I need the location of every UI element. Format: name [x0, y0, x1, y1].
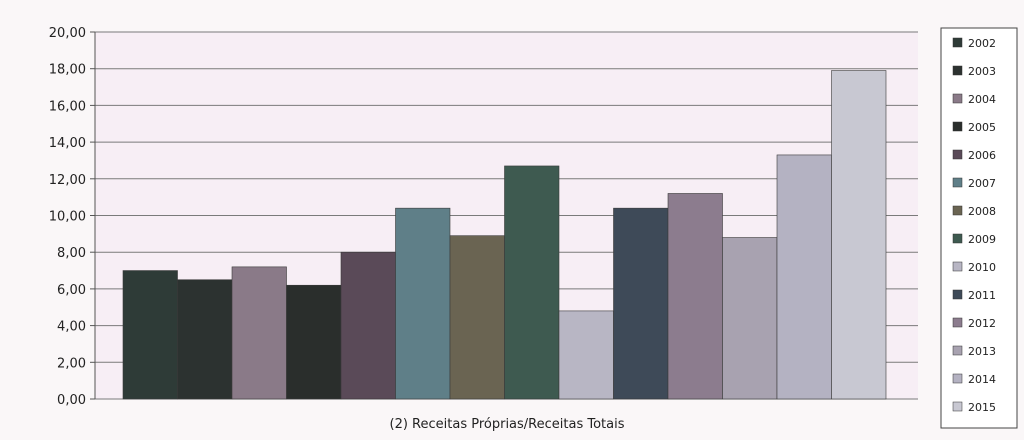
legend-swatch — [952, 401, 963, 412]
legend-label: 2003 — [968, 65, 996, 78]
legend-label: 2011 — [968, 289, 996, 302]
bar-2004 — [231, 266, 287, 400]
y-tick-label: 18,00 — [49, 63, 86, 78]
bar-2006 — [340, 251, 396, 400]
bar-2011 — [613, 207, 669, 400]
legend-label: 2013 — [968, 345, 996, 358]
y-tick-label: 6,00 — [57, 283, 86, 298]
legend-swatch — [952, 317, 963, 328]
bar-2007 — [395, 207, 451, 400]
bar-2008 — [449, 235, 505, 400]
legend-label: 2005 — [968, 121, 996, 134]
bars — [122, 70, 887, 400]
y-tick-label: 0,00 — [57, 393, 86, 408]
bar-2002 — [122, 270, 178, 400]
y-tick-label: 8,00 — [57, 246, 86, 261]
legend-label: 2004 — [968, 93, 996, 106]
bar-2015 — [831, 70, 887, 400]
legend: 2002 2003 2004 2005 2006 2007 2008 2009 2010 2011… — [940, 27, 1018, 429]
y-tick-label: 16,00 — [49, 99, 86, 114]
y-tick-label: 12,00 — [49, 173, 86, 188]
legend-swatch — [952, 373, 963, 384]
bar-2009 — [504, 165, 560, 400]
legend-label: 2014 — [968, 373, 996, 386]
y-tick-label: 4,00 — [57, 320, 86, 335]
legend-swatch — [952, 121, 963, 132]
legend-label: 2015 — [968, 401, 996, 414]
legend-swatch — [952, 289, 963, 300]
legend-swatch — [952, 205, 963, 216]
legend-label: 2009 — [968, 233, 996, 246]
bar-2014 — [776, 154, 832, 400]
legend-label: 2010 — [968, 261, 996, 274]
legend-label: 2007 — [968, 177, 996, 190]
legend-swatch — [952, 233, 963, 244]
bar-2003 — [177, 279, 233, 400]
legend-swatch — [952, 345, 963, 356]
legend-label: 2006 — [968, 149, 996, 162]
legend-label: 2002 — [968, 37, 996, 50]
bar-2005 — [286, 284, 342, 400]
y-tick-label: 14,00 — [49, 136, 86, 151]
bar-2012 — [667, 193, 723, 400]
legend-label: 2012 — [968, 317, 996, 330]
y-axis: 0,00 2,00 4,00 6,00 8,00 10,00 12,00 14,00 16,00… — [49, 26, 96, 408]
legend-swatch — [952, 149, 963, 160]
y-tick-label: 2,00 — [57, 356, 86, 371]
legend-swatch — [952, 37, 963, 48]
y-tick-label: 10,00 — [49, 210, 86, 225]
x-axis-label: (2) Receitas Próprias/Receitas Totais — [390, 417, 625, 432]
legend-label: 2008 — [968, 205, 996, 218]
y-tick-label: 20,00 — [49, 26, 86, 41]
legend-swatch — [952, 177, 963, 188]
legend-swatch — [952, 65, 963, 76]
legend-swatch — [952, 93, 963, 104]
legend-swatch — [952, 261, 963, 272]
bar-2013 — [722, 237, 778, 400]
legend-box — [940, 27, 1018, 429]
bar-2010 — [558, 310, 614, 400]
